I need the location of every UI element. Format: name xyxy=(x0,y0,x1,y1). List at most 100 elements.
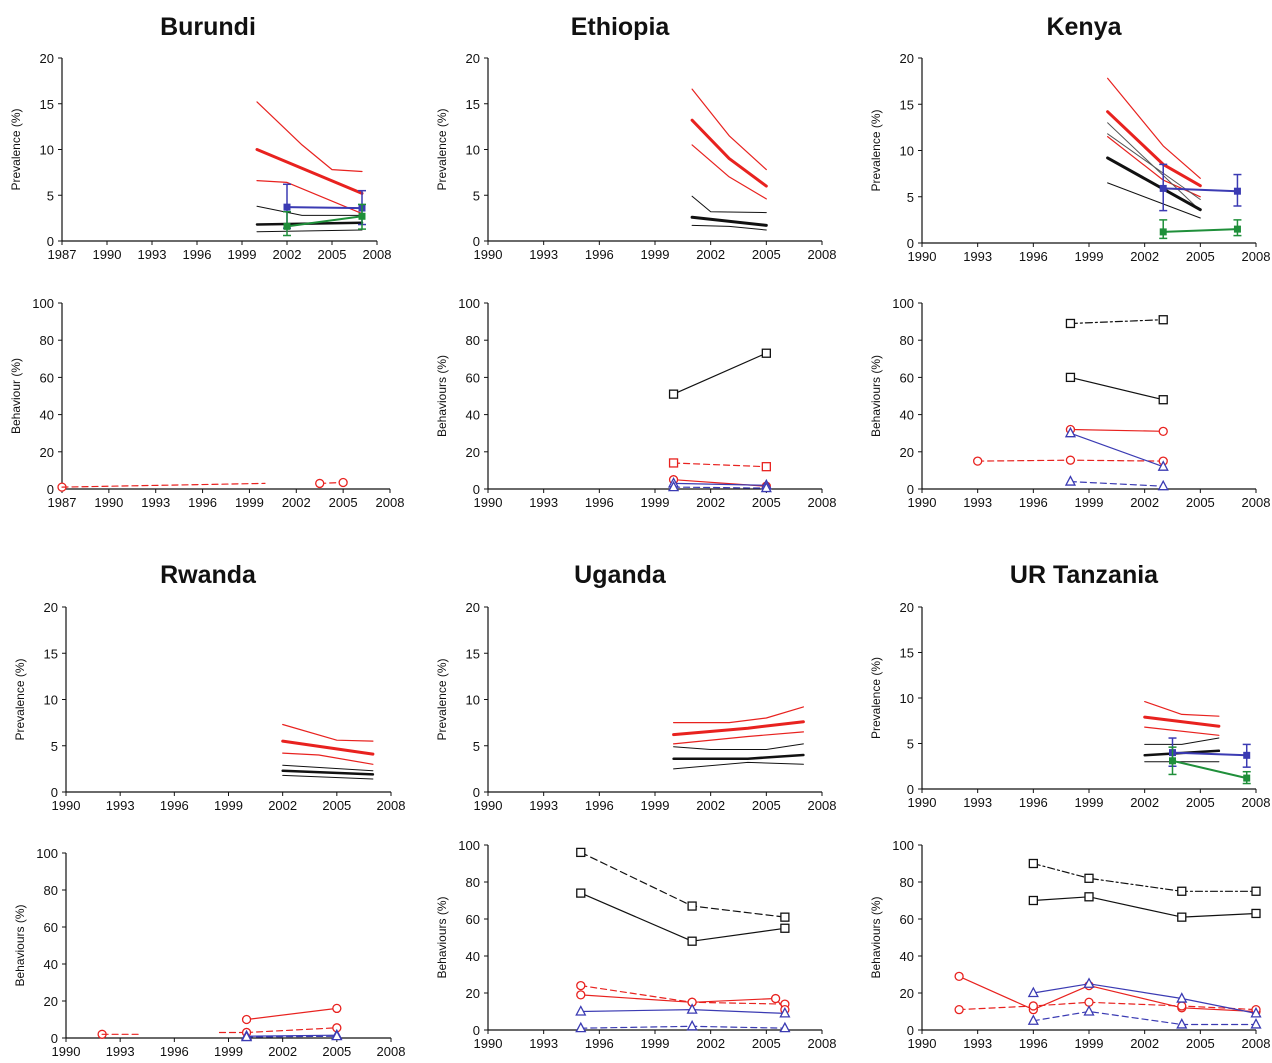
y-tick-label: 0 xyxy=(907,482,914,497)
uganda-prevalence-chart: Uganda Prevalence (%) 0 5 10 15 20 1990 1993 1996… xyxy=(435,561,836,813)
y-axis-label: Prevalence (%) xyxy=(13,658,27,740)
series xyxy=(282,723,374,742)
data-point xyxy=(576,888,586,898)
y-tick-label: 0 xyxy=(473,482,480,497)
series-line xyxy=(690,215,768,227)
data-point xyxy=(779,1021,791,1033)
y-tick-label: 100 xyxy=(32,296,54,311)
x-tick-label: 2002 xyxy=(282,495,311,510)
y-tick-label: 20 xyxy=(466,51,480,66)
series-line xyxy=(282,774,374,780)
data-point xyxy=(575,1005,587,1016)
x-tick-label: 2005 xyxy=(1186,795,1215,810)
data-point xyxy=(1177,1001,1187,1011)
series-line xyxy=(672,482,767,486)
series-line xyxy=(958,1001,1257,1011)
data-point xyxy=(283,203,291,211)
y-tick-label: 5 xyxy=(47,188,54,203)
series xyxy=(255,148,364,195)
x-tick-label: 2005 xyxy=(752,1036,781,1051)
x-tick-label: 1996 xyxy=(585,495,614,510)
series xyxy=(256,205,363,216)
series xyxy=(281,739,375,756)
series-line xyxy=(246,1007,338,1021)
x-tick-label: 1993 xyxy=(529,1036,558,1051)
tanzania-prevalence-chart: UR Tanzania Prevalence (%) 0 5 10 15 20 1990 199… xyxy=(869,561,1270,810)
series-line xyxy=(672,462,767,468)
y-tick-label: 20 xyxy=(900,600,914,615)
x-tick-label: 2002 xyxy=(268,1044,297,1059)
x-tick-label: 2005 xyxy=(322,798,351,813)
x-tick-label: 1990 xyxy=(93,247,122,262)
y-tick-label: 80 xyxy=(44,883,58,898)
data-point xyxy=(1065,455,1076,465)
series-line xyxy=(282,752,374,765)
series-line xyxy=(580,1008,786,1015)
series-line xyxy=(286,206,363,210)
chart-title: Uganda xyxy=(574,561,667,589)
data-point xyxy=(1083,1005,1095,1016)
data-point xyxy=(576,847,586,858)
y-axis-label: Behaviours (%) xyxy=(869,896,883,978)
y-tick-label: 20 xyxy=(900,51,914,66)
y-tick-label: 10 xyxy=(40,143,54,158)
x-tick-label: 1993 xyxy=(106,798,135,813)
x-tick-label: 2005 xyxy=(1186,1036,1215,1051)
x-tick-label: 2008 xyxy=(808,495,837,510)
data-point xyxy=(1084,997,1094,1007)
series-line xyxy=(691,88,767,171)
series xyxy=(672,706,805,724)
series-line xyxy=(1069,432,1164,468)
y-tick-label: 20 xyxy=(900,986,914,1001)
series xyxy=(256,180,363,215)
y-axis-label: Prevalence (%) xyxy=(869,657,883,739)
x-tick-label: 1990 xyxy=(52,798,81,813)
series-line xyxy=(673,743,804,750)
data-point xyxy=(575,1021,587,1033)
x-tick-label: 1993 xyxy=(529,247,558,262)
x-tick-label: 1999 xyxy=(214,798,243,813)
series xyxy=(1143,715,1221,728)
y-tick-label: 5 xyxy=(51,739,58,754)
y-axis-label: Prevalence (%) xyxy=(435,658,449,740)
series-line xyxy=(256,229,363,233)
data-point xyxy=(779,1006,791,1018)
data-point xyxy=(668,458,679,468)
y-tick-label: 80 xyxy=(466,333,480,348)
series xyxy=(1027,977,1262,1018)
series-line xyxy=(1069,428,1164,432)
data-point xyxy=(761,462,771,472)
series-line xyxy=(1144,700,1220,717)
series xyxy=(575,1003,791,1018)
y-tick-label: 20 xyxy=(466,445,480,460)
series xyxy=(1144,726,1220,736)
y-axis-label: Behaviour (%) xyxy=(9,358,23,434)
x-tick-label: 2005 xyxy=(1186,495,1215,510)
x-tick-label: 1996 xyxy=(585,798,614,813)
series-line xyxy=(281,739,375,756)
x-tick-label: 1990 xyxy=(908,249,937,264)
series xyxy=(1065,424,1168,436)
series-line xyxy=(1144,737,1220,745)
x-tick-label: 2002 xyxy=(268,798,297,813)
x-tick-label: 1996 xyxy=(585,1036,614,1051)
series xyxy=(575,1019,791,1033)
chart-title: Kenya xyxy=(1046,13,1122,41)
data-point xyxy=(1159,228,1167,236)
series-line xyxy=(246,1034,338,1037)
x-tick-label: 2008 xyxy=(1242,495,1271,510)
x-tick-label: 1999 xyxy=(214,1044,243,1059)
y-tick-label: 100 xyxy=(892,838,914,853)
series xyxy=(672,731,805,745)
x-tick-label: 2005 xyxy=(318,247,347,262)
series-line xyxy=(256,180,363,215)
x-tick-label: 1996 xyxy=(1019,495,1048,510)
y-tick-label: 5 xyxy=(907,737,914,752)
series-line xyxy=(690,118,768,188)
data-point xyxy=(1065,318,1076,329)
series-line xyxy=(286,215,363,228)
y-tick-label: 60 xyxy=(900,370,914,385)
series xyxy=(691,88,767,171)
y-tick-label: 10 xyxy=(900,691,914,706)
series xyxy=(1107,182,1201,219)
